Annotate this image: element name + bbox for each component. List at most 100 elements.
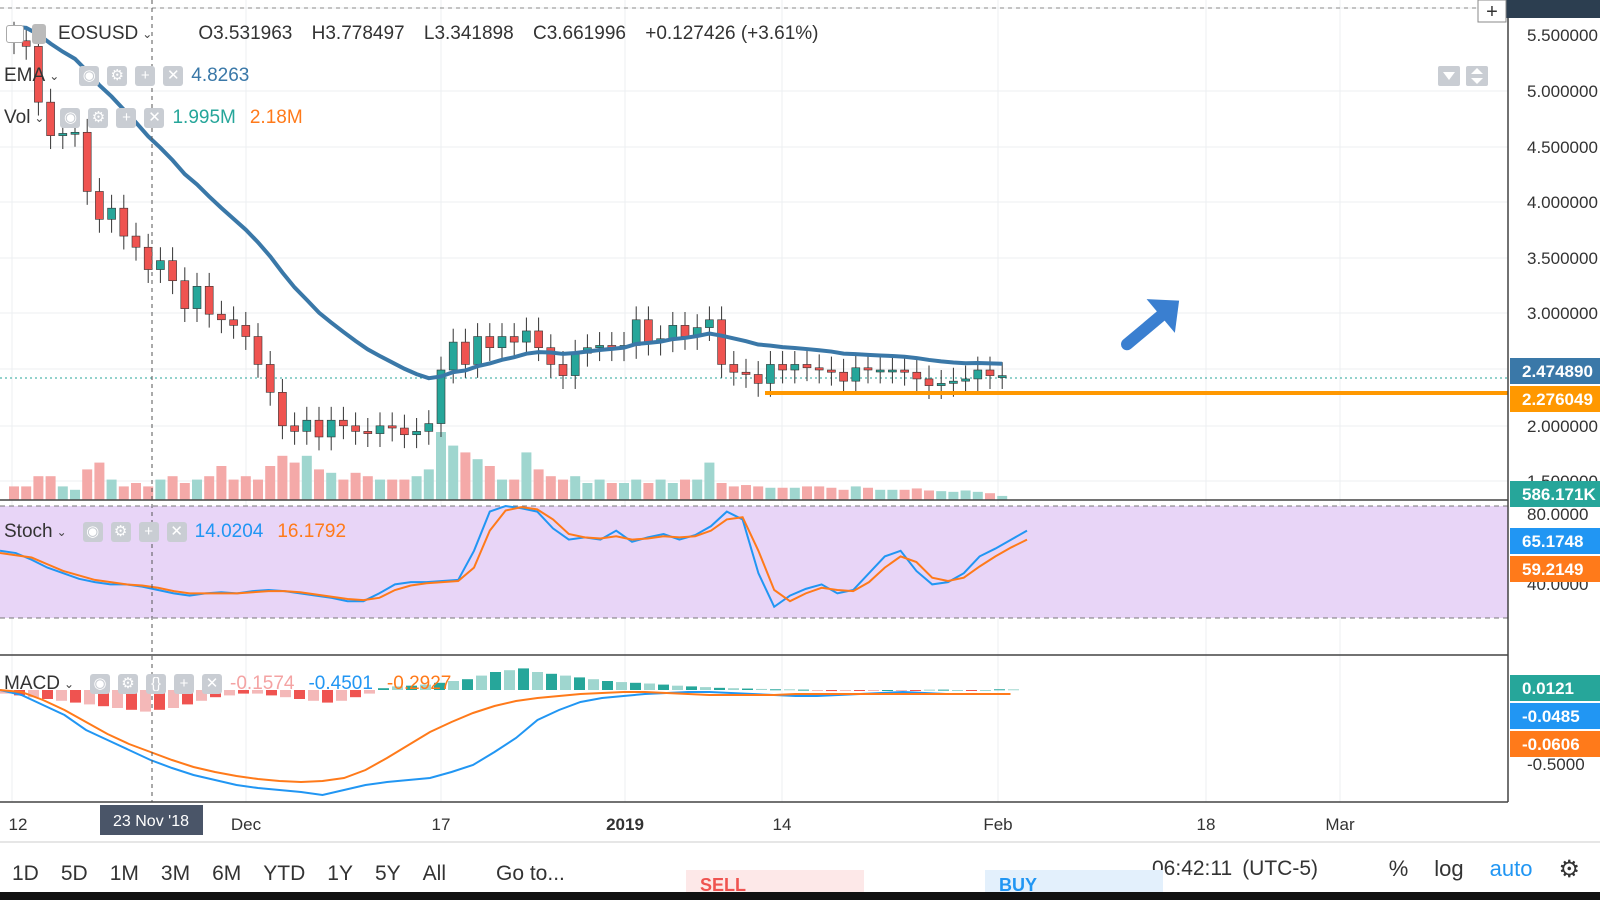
arrow-up-right-icon[interactable] — [1113, 284, 1193, 361]
timeframe-all[interactable]: All — [422, 862, 446, 885]
timeframe-1m[interactable]: 1M — [109, 862, 139, 885]
stoch-k-line — [0, 504, 1028, 609]
volume-bar — [204, 476, 215, 500]
close-icon[interactable]: ✕ — [166, 522, 187, 542]
macd-hist-bar — [840, 690, 851, 691]
chevron-down-icon[interactable]: ⌄ — [34, 111, 45, 125]
close-icon[interactable]: ✕ — [202, 674, 223, 694]
stoch-k-label-bg — [1510, 528, 1600, 554]
plus-icon[interactable]: + — [174, 674, 195, 694]
plus-icon[interactable]: + — [116, 108, 137, 128]
gear-icon[interactable]: ⚙ — [110, 522, 131, 542]
eye-icon[interactable]: ◉ — [60, 108, 81, 128]
symbol-name[interactable]: EOSUSD — [58, 23, 139, 44]
pane-collapse-icon[interactable] — [1438, 66, 1488, 86]
braces-icon[interactable]: {} — [146, 674, 167, 694]
volume-bar — [826, 487, 837, 500]
macd-hist-label-bg — [1510, 675, 1600, 701]
volume-bar — [753, 486, 764, 500]
vol-value-2: 2.18M — [249, 107, 303, 128]
macd-hist-bar — [308, 690, 319, 701]
ema-price-label-bg — [1510, 358, 1600, 384]
macd-hist-bar — [658, 684, 669, 690]
macd-signal-value: -0.2927 — [386, 673, 452, 694]
vol-value-1: 1.995M — [172, 107, 236, 128]
candle-body — [168, 260, 177, 282]
chevron-down-icon[interactable]: ⌄ — [63, 677, 75, 691]
candle-body — [595, 345, 604, 348]
candle-body — [766, 364, 775, 384]
timeframe-1y[interactable]: 1Y — [327, 862, 353, 885]
gear-icon[interactable]: ⚙ — [1558, 855, 1580, 883]
macd-hist-bar — [560, 675, 571, 690]
candle-body — [265, 364, 275, 393]
candle-body — [82, 131, 92, 192]
eye-icon[interactable]: ◉ — [79, 66, 100, 86]
volume-bar — [887, 489, 898, 500]
candle-body — [95, 191, 104, 220]
timeframe-5y[interactable]: 5Y — [374, 862, 401, 885]
volume-bar — [619, 483, 629, 500]
time-label: 14 — [773, 815, 792, 834]
log-toggle[interactable]: log — [1434, 856, 1464, 881]
ema-legend: EMA ⌄ ◉ ⚙ + ✕ 4.8263 — [0, 62, 263, 90]
candle-body — [424, 423, 434, 432]
macd-hist-bar — [882, 690, 893, 691]
time-axis[interactable]: 12 Dec 17 2019 14 Feb 18 Mar 23 Nov '18 — [9, 805, 1355, 835]
macd-hist-bar — [546, 673, 557, 690]
close-icon[interactable]: ✕ — [144, 108, 165, 128]
goto-button[interactable]: Go to... — [496, 862, 565, 885]
volume-bar — [472, 459, 483, 500]
chevron-down-icon[interactable]: ⌄ — [142, 27, 153, 41]
percent-toggle[interactable]: % — [1388, 856, 1409, 881]
auto-toggle[interactable]: auto — [1489, 856, 1533, 881]
timeframe-3m[interactable]: 3M — [160, 862, 191, 885]
timeframe-1d[interactable]: 1D — [12, 862, 39, 885]
volume-bar — [728, 486, 739, 500]
gear-icon[interactable]: ⚙ — [118, 674, 139, 694]
chart-icon[interactable] — [6, 25, 24, 43]
gear-icon[interactable]: ⚙ — [107, 66, 128, 86]
eye-icon[interactable]: ◉ — [82, 522, 103, 542]
candle-body — [985, 369, 995, 376]
chevron-down-icon[interactable]: ⌄ — [56, 525, 67, 539]
price-axis[interactable]: 5.7261925.5000005.0000004.5000004.000000… — [1478, 0, 1600, 774]
timeframe-5d[interactable]: 5D — [60, 862, 88, 885]
macd-hist-value: -0.1574 — [230, 673, 295, 694]
timeframe-ytd[interactable]: YTD — [263, 862, 306, 885]
chevron-down-icon[interactable]: ⌄ — [49, 69, 60, 83]
macd-label[interactable]: MACD — [4, 673, 60, 694]
volume-bar — [387, 479, 398, 500]
volume-label: 586.171K — [1522, 485, 1596, 504]
time-label: Mar — [1325, 815, 1355, 834]
volume-bar — [692, 479, 703, 500]
macd-hist-bar — [56, 690, 67, 701]
volume-bar — [765, 487, 776, 500]
flag-icon[interactable] — [32, 24, 46, 44]
price-tick-label: 3.500000 — [1527, 249, 1598, 268]
gear-icon[interactable]: ⚙ — [88, 108, 109, 128]
plus-icon[interactable]: + — [135, 66, 156, 86]
macd-hist-bar — [28, 690, 39, 698]
add-plus-icon[interactable]: + — [1477, 0, 1507, 23]
change-value: +0.127426 (+3.61%) — [645, 23, 819, 44]
macd-hist-bar — [84, 690, 95, 705]
macd-hist-bar — [924, 689, 935, 691]
macd-hist-bar — [350, 690, 361, 698]
eye-icon[interactable]: ◉ — [90, 674, 111, 694]
stoch-label[interactable]: Stoch — [4, 521, 53, 542]
vol-label[interactable]: Vol — [4, 107, 31, 128]
volume-bar — [667, 483, 678, 500]
clock-area: 06:42:11 (UTC-5) — [1152, 848, 1318, 890]
macd-hist-bar — [140, 690, 151, 712]
volume-bar — [985, 493, 995, 500]
timeframe-6m[interactable]: 6M — [212, 862, 242, 885]
candle-body — [241, 325, 251, 337]
plus-icon[interactable]: + — [138, 522, 159, 542]
timezone[interactable]: (UTC-5) — [1242, 857, 1319, 880]
candle-body — [863, 367, 873, 371]
close-icon[interactable]: ✕ — [163, 66, 184, 86]
volume-bar — [21, 486, 32, 500]
ema-label[interactable]: EMA — [4, 65, 46, 86]
